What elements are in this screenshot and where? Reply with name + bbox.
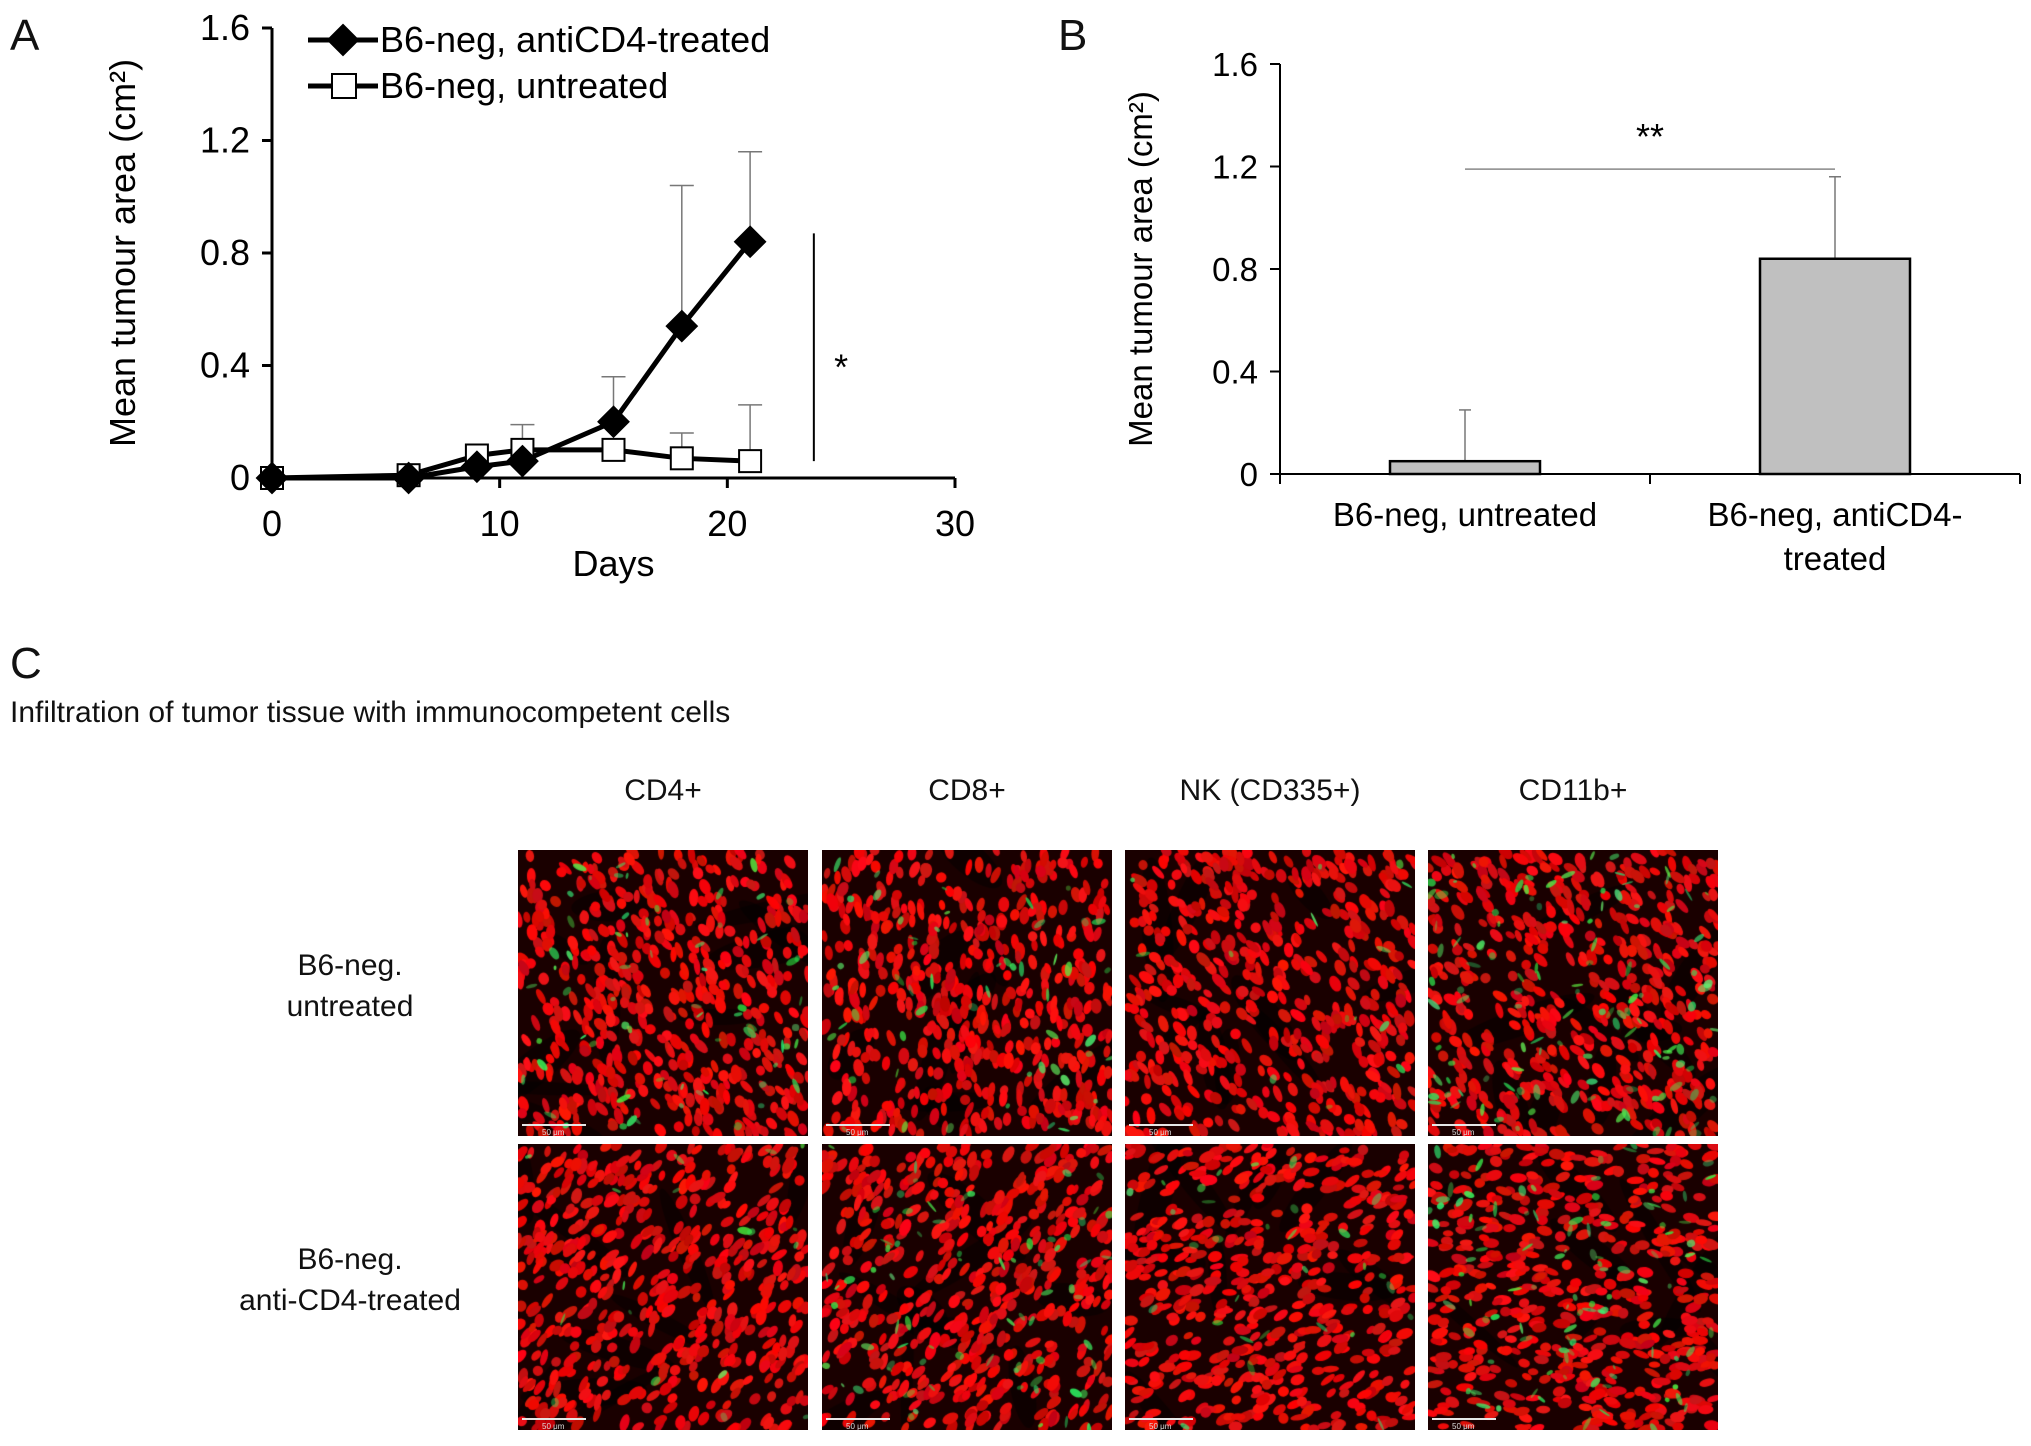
category-label: B6-neg, antiCD4- <box>1708 496 1963 533</box>
x-tick-label: 10 <box>480 503 520 544</box>
panel-label-c: C <box>10 639 42 688</box>
microscopy-canvas <box>1125 1144 1415 1430</box>
row-header: B6-neg. untreated <box>200 946 500 1027</box>
legend-label: B6-neg, antiCD4-treated <box>380 19 770 60</box>
series-marker-diamond <box>255 461 289 495</box>
scale-bar: 50 μm <box>522 1124 586 1136</box>
microscopy-canvas <box>1428 1144 1718 1430</box>
scale-bar: 50 μm <box>826 1124 890 1136</box>
scale-bar-label: 50 μm <box>1149 1422 1172 1430</box>
category-label: treated <box>1784 540 1887 577</box>
scale-bar: 50 μm <box>1432 1418 1496 1430</box>
x-tick-label: 20 <box>707 503 747 544</box>
column-header: CD4+ <box>624 774 702 807</box>
scale-bar-label: 50 μm <box>1452 1128 1475 1136</box>
microscopy-image: 50 μm <box>518 850 808 1136</box>
series-marker-diamond <box>392 461 426 495</box>
significance-label: * <box>834 347 848 388</box>
y-tick-label: 0 <box>1240 456 1258 493</box>
row-header: B6-neg. anti-CD4-treated <box>200 1240 500 1321</box>
microscopy-image: 50 μm <box>518 1144 808 1430</box>
y-tick-label: 1.2 <box>200 120 250 161</box>
y-axis-label: Mean tumour area (cm²) <box>102 59 143 447</box>
series-marker-diamond <box>665 309 699 343</box>
y-tick-label: 0.4 <box>200 345 250 386</box>
category-label: B6-neg, untreated <box>1333 496 1597 533</box>
scale-bar-label: 50 μm <box>846 1422 869 1430</box>
y-axis-label: Mean tumour area (cm²) <box>1122 91 1159 447</box>
scale-bar-label: 50 μm <box>542 1128 565 1136</box>
microscopy-canvas <box>518 850 808 1136</box>
column-header: CD11b+ <box>1518 774 1628 807</box>
x-tick-label: 30 <box>935 503 975 544</box>
microscopy-canvas <box>518 1144 808 1430</box>
series-marker-square <box>738 449 763 474</box>
row-header-line: anti-CD4-treated <box>239 1283 461 1317</box>
scale-bar: 50 μm <box>1129 1124 1193 1136</box>
microscopy-image: 50 μm <box>1125 850 1415 1136</box>
series-marker-diamond <box>506 444 539 478</box>
panel-label-b: B <box>1058 11 1088 60</box>
y-tick-label: 0.8 <box>200 232 250 273</box>
scale-bar: 50 μm <box>522 1418 586 1430</box>
microscopy-image: 50 μm <box>1428 850 1718 1136</box>
panel-b-bar-chart: 0 0.4 0.8 1.2 1.6 Mean tumour area (cm²) B6-ne… <box>1122 46 2021 577</box>
series-marker-diamond <box>733 225 767 259</box>
microscopy-canvas <box>1125 850 1415 1136</box>
column-header: CD8+ <box>928 774 1006 807</box>
series-marker-square <box>601 437 626 462</box>
microscopy-image: 50 μm <box>822 850 1112 1136</box>
legend-marker-diamond <box>326 23 360 57</box>
microscopy-canvas <box>822 850 1112 1136</box>
legend-label: B6-neg, untreated <box>380 65 668 106</box>
scale-bar: 50 μm <box>1432 1124 1496 1136</box>
column-header: NK (CD335+) <box>1179 774 1361 807</box>
y-tick-label: 1.6 <box>1212 46 1258 83</box>
series-marker-square <box>669 446 694 471</box>
scale-bar-label: 50 μm <box>846 1128 869 1136</box>
legend-marker-square <box>331 73 357 99</box>
y-tick-label: 0 <box>230 457 250 498</box>
bar-0 <box>1388 459 1542 476</box>
y-tick-label: 0.8 <box>1212 251 1258 288</box>
panel-label-a: A <box>10 11 40 60</box>
significance-label: ** <box>1636 116 1664 157</box>
scale-bar-label: 50 μm <box>1149 1128 1172 1136</box>
panel-a-line-chart: 0 0.4 0.8 1.2 1.6 0 10 20 30 Days Mean tumour area… <box>102 7 975 584</box>
microscopy-canvas <box>1428 850 1718 1136</box>
microscopy-image: 50 μm <box>1125 1144 1415 1430</box>
row-header-line: B6-neg. <box>297 1243 403 1276</box>
microscopy-image: 50 μm <box>1428 1144 1718 1430</box>
y-tick-label: 0.4 <box>1212 354 1258 391</box>
series-marker-diamond <box>460 450 494 484</box>
panel-c-title: Infiltration of tumor tissue with immuno… <box>10 696 731 729</box>
x-axis-label: Days <box>572 543 654 584</box>
microscopy-canvas <box>822 1144 1112 1430</box>
scale-bar-label: 50 μm <box>1452 1422 1475 1430</box>
bar-1 <box>1758 257 1912 476</box>
scale-bar-label: 50 μm <box>542 1422 565 1430</box>
series-marker-diamond <box>597 405 630 439</box>
microscopy-image: 50 μm <box>822 1144 1112 1430</box>
y-tick-label: 1.6 <box>200 7 250 48</box>
x-tick-label: 0 <box>262 503 282 544</box>
scale-bar: 50 μm <box>826 1418 890 1430</box>
row-header-line: untreated <box>286 989 414 1023</box>
scale-bar: 50 μm <box>1129 1418 1193 1430</box>
y-tick-label: 1.2 <box>1212 149 1258 186</box>
row-header-line: B6-neg. <box>297 949 403 982</box>
